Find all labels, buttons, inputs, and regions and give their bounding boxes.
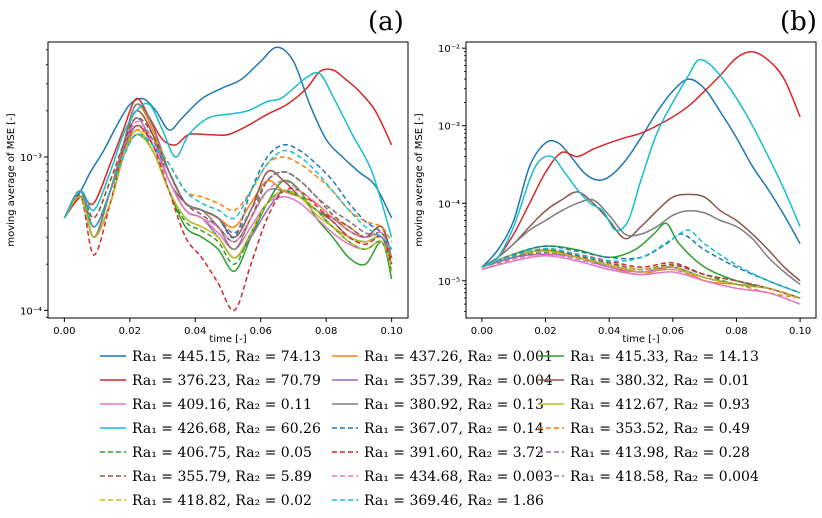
panel-a-xtick-label: 0.06	[250, 326, 272, 337]
legend-label: Ra₁ = 357.39, Ra₂ = 0.004	[364, 373, 553, 389]
legend-label: Ra₁ = 418.82, Ra₂ = 0.02	[132, 493, 312, 509]
panel-a-series-line	[63, 124, 393, 259]
legend-label: Ra₁ = 418.58, Ra₂ = 0.004	[570, 469, 759, 485]
panel-b-xtick-label: 0.08	[725, 326, 747, 337]
panel-b-series-line	[481, 198, 801, 285]
legend-label: Ra₁ = 376.23, Ra₂ = 70.79	[132, 373, 321, 389]
panel-a-ylabel: moving average of MSE [-]	[6, 113, 17, 246]
panel-a-xtick-label: 0.10	[381, 326, 403, 337]
panel-a-xtick-label: 0.02	[119, 326, 141, 337]
panel-b-ytick-label: 10⁻³	[438, 122, 460, 133]
legend: Ra₁ = 445.15, Ra₂ = 74.13 Ra₁ = 437.26, R…	[100, 349, 759, 509]
panel-b-xtick-label: 0.00	[471, 326, 493, 337]
panel-b: (b) 0.00 0.02 0.04 0.06 0.08 0.10 10⁻⁵ 10⁻⁴ 10⁻³…	[414, 7, 817, 345]
panel-a-series	[63, 46, 393, 312]
panel-b-ytick-label: 10⁻⁴	[438, 199, 460, 210]
legend-label: Ra₁ = 413.98, Ra₂ = 0.28	[570, 445, 750, 461]
panel-b-ytick-label: 10⁻²	[438, 44, 460, 55]
legend-label: Ra₁ = 412.67, Ra₂ = 0.93	[570, 397, 750, 413]
panel-b-series-line	[481, 233, 801, 294]
panel-b-series-line	[481, 255, 801, 305]
panel-a-series-line	[63, 116, 393, 259]
panel-b-xlabel: time [-]	[622, 334, 659, 345]
panel-a-series-line	[63, 133, 393, 250]
panel-a-ytick-label: 10⁻³	[20, 153, 42, 164]
legend-label: Ra₁ = 353.52, Ra₂ = 0.49	[570, 421, 750, 437]
legend-label: Ra₁ = 426.68, Ra₂ = 60.26	[132, 421, 321, 437]
panel-a-ticks: 0.00 0.02 0.04 0.06 0.08 0.10 10⁻⁴ 10⁻³	[20, 49, 403, 337]
panel-b-series-line	[481, 253, 801, 299]
panel-b-series-line	[481, 58, 801, 268]
panel-b-series-line	[481, 191, 801, 282]
panel-b-xtick-label: 0.04	[598, 326, 620, 337]
panel-b-series-line	[481, 78, 801, 268]
panel-b-series-line	[481, 50, 801, 268]
panel-b-ticks: 0.00 0.02 0.04 0.06 0.08 0.10 10⁻⁵ 10⁻⁴ 10⁻³ 10⁻²	[438, 44, 811, 337]
panel-a-frame	[47, 41, 409, 319]
legend-label: Ra₁ = 434.68, Ra₂ = 0.003	[364, 469, 553, 485]
panel-a: (a) 0.00 0.02 0.04 0.06 0.08 0.10 10⁻⁴ 10⁻³ tim…	[6, 7, 409, 345]
panel-b-xtick-label: 0.02	[534, 326, 556, 337]
panel-b-xtick-label: 0.06	[662, 326, 684, 337]
legend-label: Ra₁ = 367.07, Ra₂ = 0.14	[364, 421, 544, 437]
panel-b-ytick-label: 10⁻⁵	[438, 277, 460, 288]
panel-a-ytick-label: 10⁻⁴	[20, 306, 42, 317]
legend-label: Ra₁ = 409.16, Ra₂ = 0.11	[132, 397, 312, 413]
panel-a-xlabel: time [-]	[209, 334, 246, 345]
panel-b-series	[481, 50, 801, 305]
legend-label: Ra₁ = 380.92, Ra₂ = 0.13	[364, 397, 544, 413]
panel-b-series-line	[481, 253, 801, 305]
panel-b-xtick-label: 0.10	[789, 326, 811, 337]
panel-a-series-line	[63, 128, 393, 243]
panel-a-xtick-label: 0.04	[184, 326, 206, 337]
panel-b-series-line	[481, 250, 801, 299]
panel-a-xtick-label: 0.00	[53, 326, 75, 337]
panel-a-series-line	[63, 133, 393, 272]
legend-label: Ra₁ = 380.32, Ra₂ = 0.01	[570, 373, 750, 389]
panel-a-xtick-label: 0.08	[315, 326, 337, 337]
panel-b-series-line	[481, 229, 801, 294]
legend-label: Ra₁ = 391.60, Ra₂ = 3.72	[364, 445, 544, 461]
panel-a-label: (a)	[368, 7, 404, 37]
legend-label: Ra₁ = 355.79, Ra₂ = 5.89	[132, 469, 312, 485]
panel-b-label: (b)	[780, 7, 817, 37]
panel-a-series-line	[63, 68, 393, 219]
panel-a-series-line	[63, 71, 393, 238]
legend-label: Ra₁ = 445.15, Ra₂ = 74.13	[132, 349, 321, 365]
legend-label: Ra₁ = 369.46, Ra₂ = 1.86	[364, 493, 544, 509]
legend-label: Ra₁ = 406.75, Ra₂ = 0.05	[132, 445, 312, 461]
panel-a-series-line	[63, 124, 393, 312]
panel-b-ylabel: moving average of MSE [-]	[414, 113, 425, 246]
legend-label: Ra₁ = 437.26, Ra₂ = 0.001	[364, 349, 553, 365]
legend-label: Ra₁ = 415.33, Ra₂ = 14.13	[570, 349, 759, 365]
panel-a-series-line	[63, 46, 393, 219]
